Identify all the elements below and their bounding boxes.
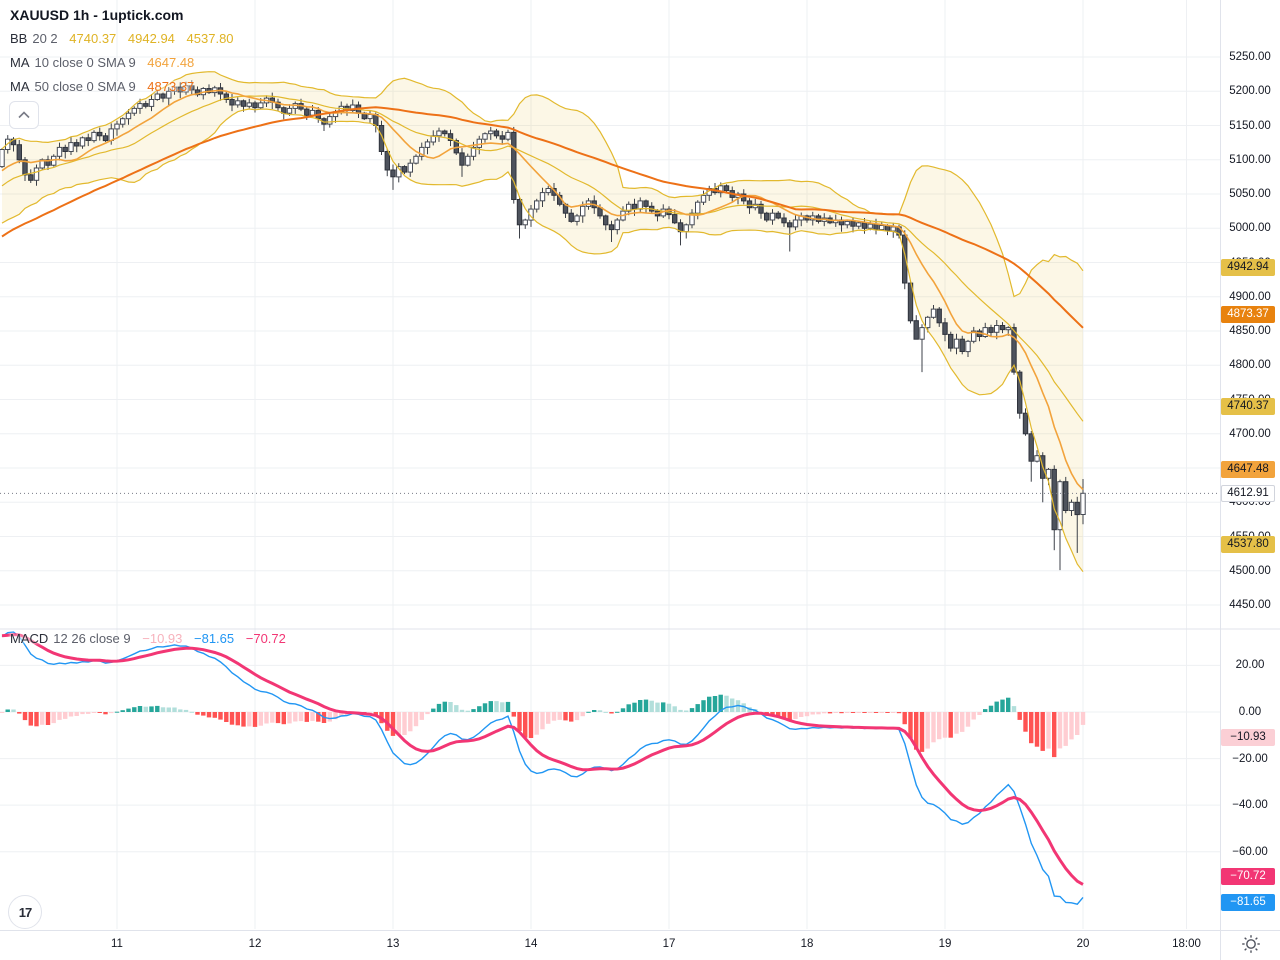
ma10-line bbox=[1, 89, 1084, 491]
current-price-badge: 4612.91 bbox=[1221, 484, 1275, 502]
bb-basis-value: 4740.37 bbox=[69, 31, 117, 46]
bollinger-lower-line bbox=[1, 108, 1084, 573]
time-tick-label: 20 bbox=[1076, 938, 1090, 950]
time-axis[interactable] bbox=[0, 930, 1220, 960]
bb-indicator-params: 20 2 bbox=[32, 31, 58, 46]
macd-line bbox=[1, 631, 1084, 905]
macd-tick-label: −20.00 bbox=[1232, 752, 1268, 765]
grid-layer bbox=[0, 0, 1220, 929]
time-tick-label: 18:00 bbox=[1172, 938, 1201, 950]
chevron-up-icon bbox=[18, 111, 30, 119]
macd-signal-value: −70.72 bbox=[245, 631, 286, 646]
price-tick-label: 5150.00 bbox=[1229, 119, 1271, 132]
price-tick-label: 4850.00 bbox=[1229, 325, 1271, 337]
ma10-indicator-params: 10 close 0 SMA 9 bbox=[34, 55, 136, 70]
price-pane bbox=[0, 71, 1220, 573]
bb-legend-row[interactable]: BB 20 2 4740.37 4942.94 4537.80 bbox=[10, 31, 234, 46]
symbol-title: XAUUSD 1h - 1uptick.com bbox=[10, 7, 184, 23]
bollinger-fill bbox=[2, 71, 1083, 572]
price-tick-label: 4450.00 bbox=[1229, 599, 1271, 611]
macd-signal-badge: −70.72 bbox=[1221, 868, 1275, 886]
price-tick-label: 5250.00 bbox=[1229, 51, 1271, 63]
time-tick-label: 12 bbox=[248, 938, 262, 950]
time-tick-label: 13 bbox=[386, 938, 400, 950]
legend-collapse-button[interactable] bbox=[9, 101, 39, 129]
macd-hist-value: −10.93 bbox=[142, 631, 183, 646]
price-tick-label: 5200.00 bbox=[1229, 85, 1271, 98]
bb-lower-badge: 4537.80 bbox=[1221, 536, 1275, 554]
price-tick-label: 4700.00 bbox=[1229, 427, 1271, 440]
bb-upper-value: 4942.94 bbox=[127, 31, 175, 46]
bb-basis-badge: 4740.37 bbox=[1221, 397, 1275, 415]
macd-legend-row[interactable]: MACD 12 26 close 9 −10.93 −81.65 −70.72 bbox=[10, 631, 286, 646]
price-tick-label: 4500.00 bbox=[1229, 564, 1271, 577]
price-tick-label: 4800.00 bbox=[1229, 359, 1271, 372]
sun-brightness-icon[interactable] bbox=[1240, 933, 1262, 955]
macd-indicator-params: 12 26 close 9 bbox=[53, 631, 131, 646]
bollinger-basis-line bbox=[1, 95, 1084, 422]
ma50-badge: 4873.37 bbox=[1221, 306, 1275, 324]
tradingview-logo[interactable]: 17 bbox=[8, 895, 42, 929]
ma50-line bbox=[1, 106, 1084, 329]
time-tick-label: 11 bbox=[111, 938, 123, 950]
macd-tick-label: −60.00 bbox=[1232, 845, 1268, 858]
ma50-legend-row[interactable]: MA 50 close 0 SMA 9 4873.37 bbox=[10, 79, 194, 94]
macd-tick-label: 20.00 bbox=[1235, 659, 1265, 672]
ma10-legend-row[interactable]: MA 10 close 0 SMA 9 4647.48 bbox=[10, 55, 194, 70]
price-tick-label: 5050.00 bbox=[1229, 188, 1271, 200]
ma10-badge: 4647.48 bbox=[1221, 461, 1275, 479]
macd-pane bbox=[0, 631, 1086, 905]
macd-tick-label: 0.00 bbox=[1238, 706, 1262, 718]
macd-line-badge: −81.65 bbox=[1221, 893, 1275, 911]
bb-indicator-name: BB bbox=[10, 31, 28, 46]
ma50-indicator-name: MA bbox=[10, 79, 30, 94]
price-tick-label: 5100.00 bbox=[1229, 153, 1271, 166]
bollinger-upper-line bbox=[1, 71, 1084, 298]
macd-line-value: −81.65 bbox=[194, 631, 235, 646]
time-tick-label: 19 bbox=[938, 938, 952, 950]
macd-indicator-name: MACD bbox=[10, 631, 49, 646]
time-tick-label: 18 bbox=[800, 938, 814, 950]
time-tick-label: 14 bbox=[524, 938, 538, 950]
price-tick-label: 4900.00 bbox=[1229, 290, 1271, 303]
macd-tick-label: −40.00 bbox=[1232, 799, 1268, 812]
price-tick-label: 5000.00 bbox=[1229, 222, 1271, 235]
time-tick-label: 17 bbox=[662, 938, 676, 950]
ma50-indicator-params: 50 close 0 SMA 9 bbox=[34, 79, 136, 94]
bb-upper-badge: 4942.94 bbox=[1221, 258, 1275, 276]
ma10-indicator-name: MA bbox=[10, 55, 30, 70]
bb-lower-value: 4537.80 bbox=[186, 31, 234, 46]
macd-hist-badge: −10.93 bbox=[1221, 728, 1275, 746]
macd-signal-line bbox=[1, 633, 1084, 886]
ma50-value: 4873.37 bbox=[147, 79, 195, 94]
ma10-value: 4647.48 bbox=[147, 55, 195, 70]
